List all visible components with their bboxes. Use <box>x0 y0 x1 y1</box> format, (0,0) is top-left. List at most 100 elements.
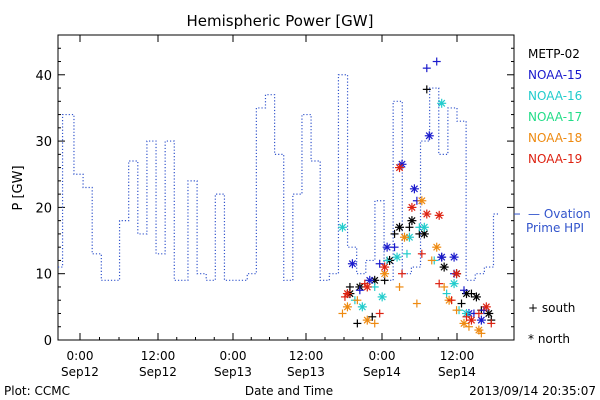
north-marker <box>437 252 447 262</box>
south-marker <box>487 319 496 328</box>
ovation-step-path <box>58 74 500 281</box>
north-marker <box>357 302 367 312</box>
legend-entry: NOAA-17 <box>528 110 582 124</box>
south-marker <box>432 57 441 66</box>
plot-frame <box>57 34 515 341</box>
legend-entry: METP-02 <box>528 47 580 61</box>
south-marker <box>435 279 444 288</box>
chart-title: Hemispheric Power [GW] <box>187 12 374 30</box>
x-tick-date: Sep12 <box>139 365 177 379</box>
north-marker <box>422 209 432 219</box>
north-marker <box>409 184 419 194</box>
south-marker <box>442 289 451 298</box>
north-marker <box>481 302 491 312</box>
x-tick-time: 0:00 <box>67 349 94 363</box>
y-tick-label: 20 <box>35 201 52 216</box>
data-markers <box>337 57 496 338</box>
x-tick-time: 0:00 <box>369 349 396 363</box>
north-marker <box>342 302 352 312</box>
legend-entry: NOAA-15 <box>528 68 582 82</box>
south-marker <box>338 309 347 318</box>
south-marker <box>462 312 471 321</box>
north-marker <box>365 275 375 285</box>
x-axis: 0:00 Sep12 12:00 Sep12 0:00 Sep13 12:00 Sep13 0:… <box>61 35 476 379</box>
north-marker <box>471 292 481 302</box>
south-marker <box>353 319 362 328</box>
x-tick-date: Sep14 <box>438 365 476 379</box>
south-marker <box>422 64 431 73</box>
north-marker <box>424 131 434 141</box>
plot-area-border <box>57 34 515 341</box>
south-marker <box>405 223 414 232</box>
south-marker <box>398 269 406 278</box>
south-marker <box>464 322 473 331</box>
legend-south-marker: + south <box>528 301 575 315</box>
ovation-label-line2: Prime HPI <box>526 221 584 235</box>
south-marker <box>447 296 456 305</box>
north-marker <box>417 196 427 206</box>
y-tick-label: 30 <box>35 135 52 150</box>
north-marker <box>337 222 347 232</box>
north-marker <box>452 269 462 279</box>
footer-timestamp: 2013/09/14 20:35:07 <box>469 384 596 398</box>
north-marker <box>407 202 417 212</box>
south-marker <box>370 319 379 328</box>
south-marker <box>353 296 362 305</box>
south-marker <box>402 249 411 258</box>
x-tick-date: Sep14 <box>363 365 401 379</box>
south-marker <box>440 282 449 291</box>
north-marker <box>459 318 469 328</box>
footer-plot-credit: Plot: CCMC <box>4 384 70 398</box>
north-marker <box>382 242 392 252</box>
south-marker <box>474 309 483 318</box>
north-marker <box>437 98 447 108</box>
south-marker <box>390 229 399 238</box>
north-marker <box>439 262 449 272</box>
north-marker <box>484 308 494 318</box>
south-marker <box>457 299 466 308</box>
south-marker <box>355 286 364 295</box>
south-marker <box>422 85 431 94</box>
north-marker <box>399 232 409 242</box>
north-marker <box>362 315 372 325</box>
north-marker <box>419 222 429 232</box>
x-axis-label: Date and Time <box>245 384 333 398</box>
x-tick-time: 12:00 <box>289 349 324 363</box>
north-marker <box>449 252 459 262</box>
north-marker <box>449 279 459 289</box>
north-marker <box>395 222 405 232</box>
north-marker <box>392 252 402 262</box>
south-marker <box>452 306 461 315</box>
north-marker <box>474 325 484 335</box>
y-axis: 0 10 20 30 40 <box>35 34 514 349</box>
south-marker <box>412 299 421 308</box>
legend: METP-02 NOAA-15 NOAA-16 NOAA-17 NOAA-18 NOAA-… <box>528 47 582 346</box>
y-tick-label: 40 <box>35 69 52 84</box>
north-marker <box>466 315 476 325</box>
south-marker <box>383 256 392 265</box>
south-marker <box>460 286 468 295</box>
north-marker <box>476 315 486 325</box>
north-marker <box>362 282 372 292</box>
south-marker <box>427 256 436 265</box>
legend-entry: NOAA-16 <box>528 89 582 103</box>
north-marker <box>434 210 444 220</box>
south-marker <box>370 282 379 291</box>
legend-entry: NOAA-18 <box>528 131 582 145</box>
y-tick-label: 10 <box>35 268 52 283</box>
x-tick-date: Sep12 <box>61 365 99 379</box>
x-tick-date: Sep13 <box>214 365 252 379</box>
y-axis-label: P [GW] <box>11 165 26 210</box>
north-marker <box>347 259 357 269</box>
y-tick-label: 0 <box>44 334 52 349</box>
x-tick-time: 0:00 <box>220 349 247 363</box>
north-marker <box>377 292 387 302</box>
legend-entry: NOAA-19 <box>528 152 582 166</box>
south-marker <box>375 259 384 268</box>
south-marker <box>390 243 399 252</box>
ovation-label-line1: — Ovation <box>528 207 591 221</box>
north-marker <box>407 216 417 226</box>
x-tick-time: 12:00 <box>440 349 475 363</box>
